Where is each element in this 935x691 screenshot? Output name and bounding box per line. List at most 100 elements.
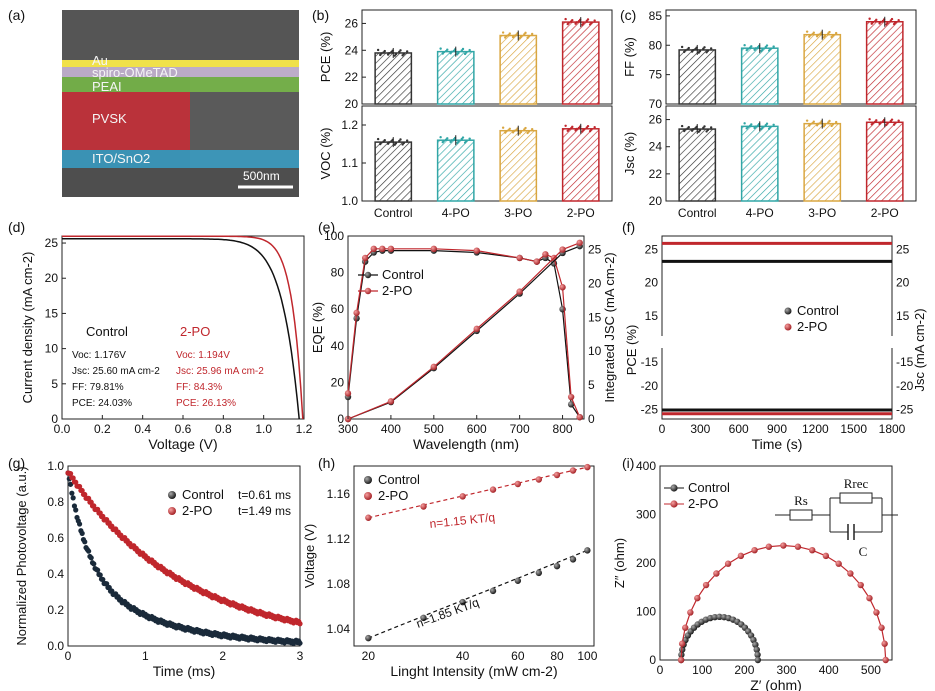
bar-c_top-0 bbox=[678, 49, 717, 105]
bar-dot-b_bottom-3 bbox=[569, 127, 573, 130]
bar-dot-c_bottom-3 bbox=[889, 119, 892, 123]
bar-dot-c_bottom-0 bbox=[705, 130, 708, 133]
bar-dot-b_bottom-1 bbox=[452, 138, 456, 141]
xtick-f: 1500 bbox=[840, 422, 867, 436]
legend-e-control: Control bbox=[382, 267, 424, 282]
bar-dot-c_bottom-0 bbox=[683, 129, 686, 133]
tpv-point-Control bbox=[100, 576, 106, 583]
xtick-d: 1.0 bbox=[255, 422, 272, 436]
ylabel-c_top: FF (%) bbox=[622, 37, 637, 77]
nyquist-point-Control bbox=[754, 656, 762, 664]
bar-dot-c_bottom-3 bbox=[868, 118, 871, 121]
bar-dot-c_bottom-0 bbox=[686, 127, 689, 130]
fit-line-2-PO bbox=[368, 466, 588, 519]
xtick-b_bottom-0: Control bbox=[374, 206, 413, 220]
bar-dot-c_bottom-3 bbox=[881, 120, 885, 123]
ytick-e: 0 bbox=[337, 412, 344, 426]
ytick-c_top: 80 bbox=[649, 38, 663, 52]
bar-dot-b_top-3 bbox=[574, 22, 577, 25]
legend-g-marker-0 bbox=[168, 491, 176, 499]
bar-dot-c_bottom-1 bbox=[743, 122, 746, 125]
bar-b_bottom-2 bbox=[499, 129, 538, 202]
tpv-point-2-PO bbox=[297, 621, 303, 627]
xtick-e: 500 bbox=[424, 422, 444, 436]
layer-label-spiro: spiro-OMeTAD bbox=[92, 65, 178, 80]
bar-dot-b_bottom-1 bbox=[460, 137, 463, 141]
bar-dot-c_bottom-3 bbox=[878, 122, 881, 126]
ytick-d: 10 bbox=[45, 342, 59, 356]
y2tick-f: -15 bbox=[896, 355, 914, 369]
voc-point-2-PO bbox=[535, 476, 543, 483]
voc-point-2-PO bbox=[489, 486, 497, 493]
bar-dot-b_top-2 bbox=[507, 33, 510, 37]
tpv-point-Control bbox=[97, 572, 103, 578]
legend-i-marker-0 bbox=[670, 484, 678, 492]
voc-point-Control bbox=[535, 569, 543, 577]
nyquist-point-2-PO bbox=[878, 624, 885, 631]
sem-top-region bbox=[62, 10, 299, 60]
layer-peai bbox=[62, 77, 299, 92]
voc-point-Control bbox=[459, 598, 466, 606]
annot-d-po2-4: PCE: 26.13% bbox=[176, 398, 236, 409]
bar-dot-b_top-3 bbox=[581, 23, 584, 26]
axes-g bbox=[67, 465, 301, 647]
voc-point-Control bbox=[553, 562, 561, 570]
bar-dot-b_top-2 bbox=[511, 35, 515, 39]
axes-c_top bbox=[665, 9, 917, 105]
tpv-point-Control bbox=[67, 481, 74, 487]
panel-label-f: (f) bbox=[622, 219, 635, 235]
legend-g-marker-1 bbox=[168, 507, 176, 515]
voc-point-2-PO bbox=[569, 467, 577, 474]
bar-b_top-0 bbox=[374, 52, 413, 105]
bar-dot-b_bottom-0 bbox=[393, 143, 396, 146]
jsc-point-2-PO bbox=[559, 246, 566, 253]
nyquist-point-2-PO bbox=[751, 546, 758, 554]
xlabel-e: Wavelength (nm) bbox=[413, 436, 519, 452]
bar-dot-b_top-2 bbox=[526, 36, 529, 40]
bar-dot-b_bottom-1 bbox=[463, 141, 467, 144]
eqe-point-2-PO bbox=[533, 258, 540, 265]
eqe-point-2-PO bbox=[353, 309, 360, 317]
ytick-b_bottom: 1.0 bbox=[341, 194, 358, 208]
scale-bar-label: 500nm bbox=[243, 169, 280, 183]
bar-dot-c_top-1 bbox=[748, 46, 752, 49]
nyquist-point-2-PO bbox=[835, 560, 842, 567]
voc-point-2-PO bbox=[365, 514, 372, 521]
annot-h-po2: n=1.15 KT/q bbox=[429, 510, 496, 531]
nyquist-point-2-PO bbox=[687, 609, 694, 616]
bar-dot-c_bottom-2 bbox=[834, 120, 838, 124]
nyquist-point-2-PO bbox=[682, 624, 689, 631]
bar-dot-b_top-3 bbox=[564, 17, 567, 21]
axes-b_bottom bbox=[361, 105, 613, 202]
bar-dot-b_top-0 bbox=[390, 50, 393, 54]
bar-dot-c_bottom-2 bbox=[830, 124, 833, 128]
ytick-i: 400 bbox=[636, 459, 656, 473]
ytick-e: 60 bbox=[331, 302, 345, 316]
ytick-b_top: 22 bbox=[345, 70, 359, 84]
bar-dot-b_bottom-3 bbox=[564, 124, 567, 128]
ylabel-b_top: PCE (%) bbox=[318, 32, 333, 83]
legend-e-po2-marker bbox=[364, 287, 372, 295]
legend-i-marker-1 bbox=[670, 500, 678, 508]
legend-e-control-marker bbox=[364, 271, 372, 279]
circuit-rs bbox=[789, 509, 813, 521]
ytick-f: 15 bbox=[645, 309, 659, 323]
y2tick-f: 20 bbox=[896, 276, 910, 290]
bar-dot-b_bottom-2 bbox=[523, 128, 526, 131]
bar-dot-c_top-1 bbox=[756, 46, 760, 49]
panel-label-b: (b) bbox=[312, 7, 329, 23]
ytick-g: 1.0 bbox=[47, 459, 64, 473]
bar-dot-b_top-2 bbox=[504, 36, 507, 39]
xtick-e: 600 bbox=[467, 422, 487, 436]
xtick-h: 100 bbox=[577, 649, 597, 663]
bar-dot-c_bottom-3 bbox=[897, 119, 900, 122]
nyquist-point-Control bbox=[752, 641, 759, 648]
bar-dot-b_bottom-2 bbox=[504, 131, 507, 134]
panel-label-i: (i) bbox=[622, 455, 634, 471]
layer-label-pvsk: PVSK bbox=[92, 111, 127, 126]
bar-dot-c_bottom-2 bbox=[808, 124, 811, 127]
bar-dot-c_bottom-0 bbox=[697, 130, 700, 133]
ytick-g: 0.2 bbox=[47, 603, 64, 617]
xtick-h: 20 bbox=[362, 649, 376, 663]
y2label-e: Integrated JSC (mA cm-2) bbox=[602, 252, 617, 402]
